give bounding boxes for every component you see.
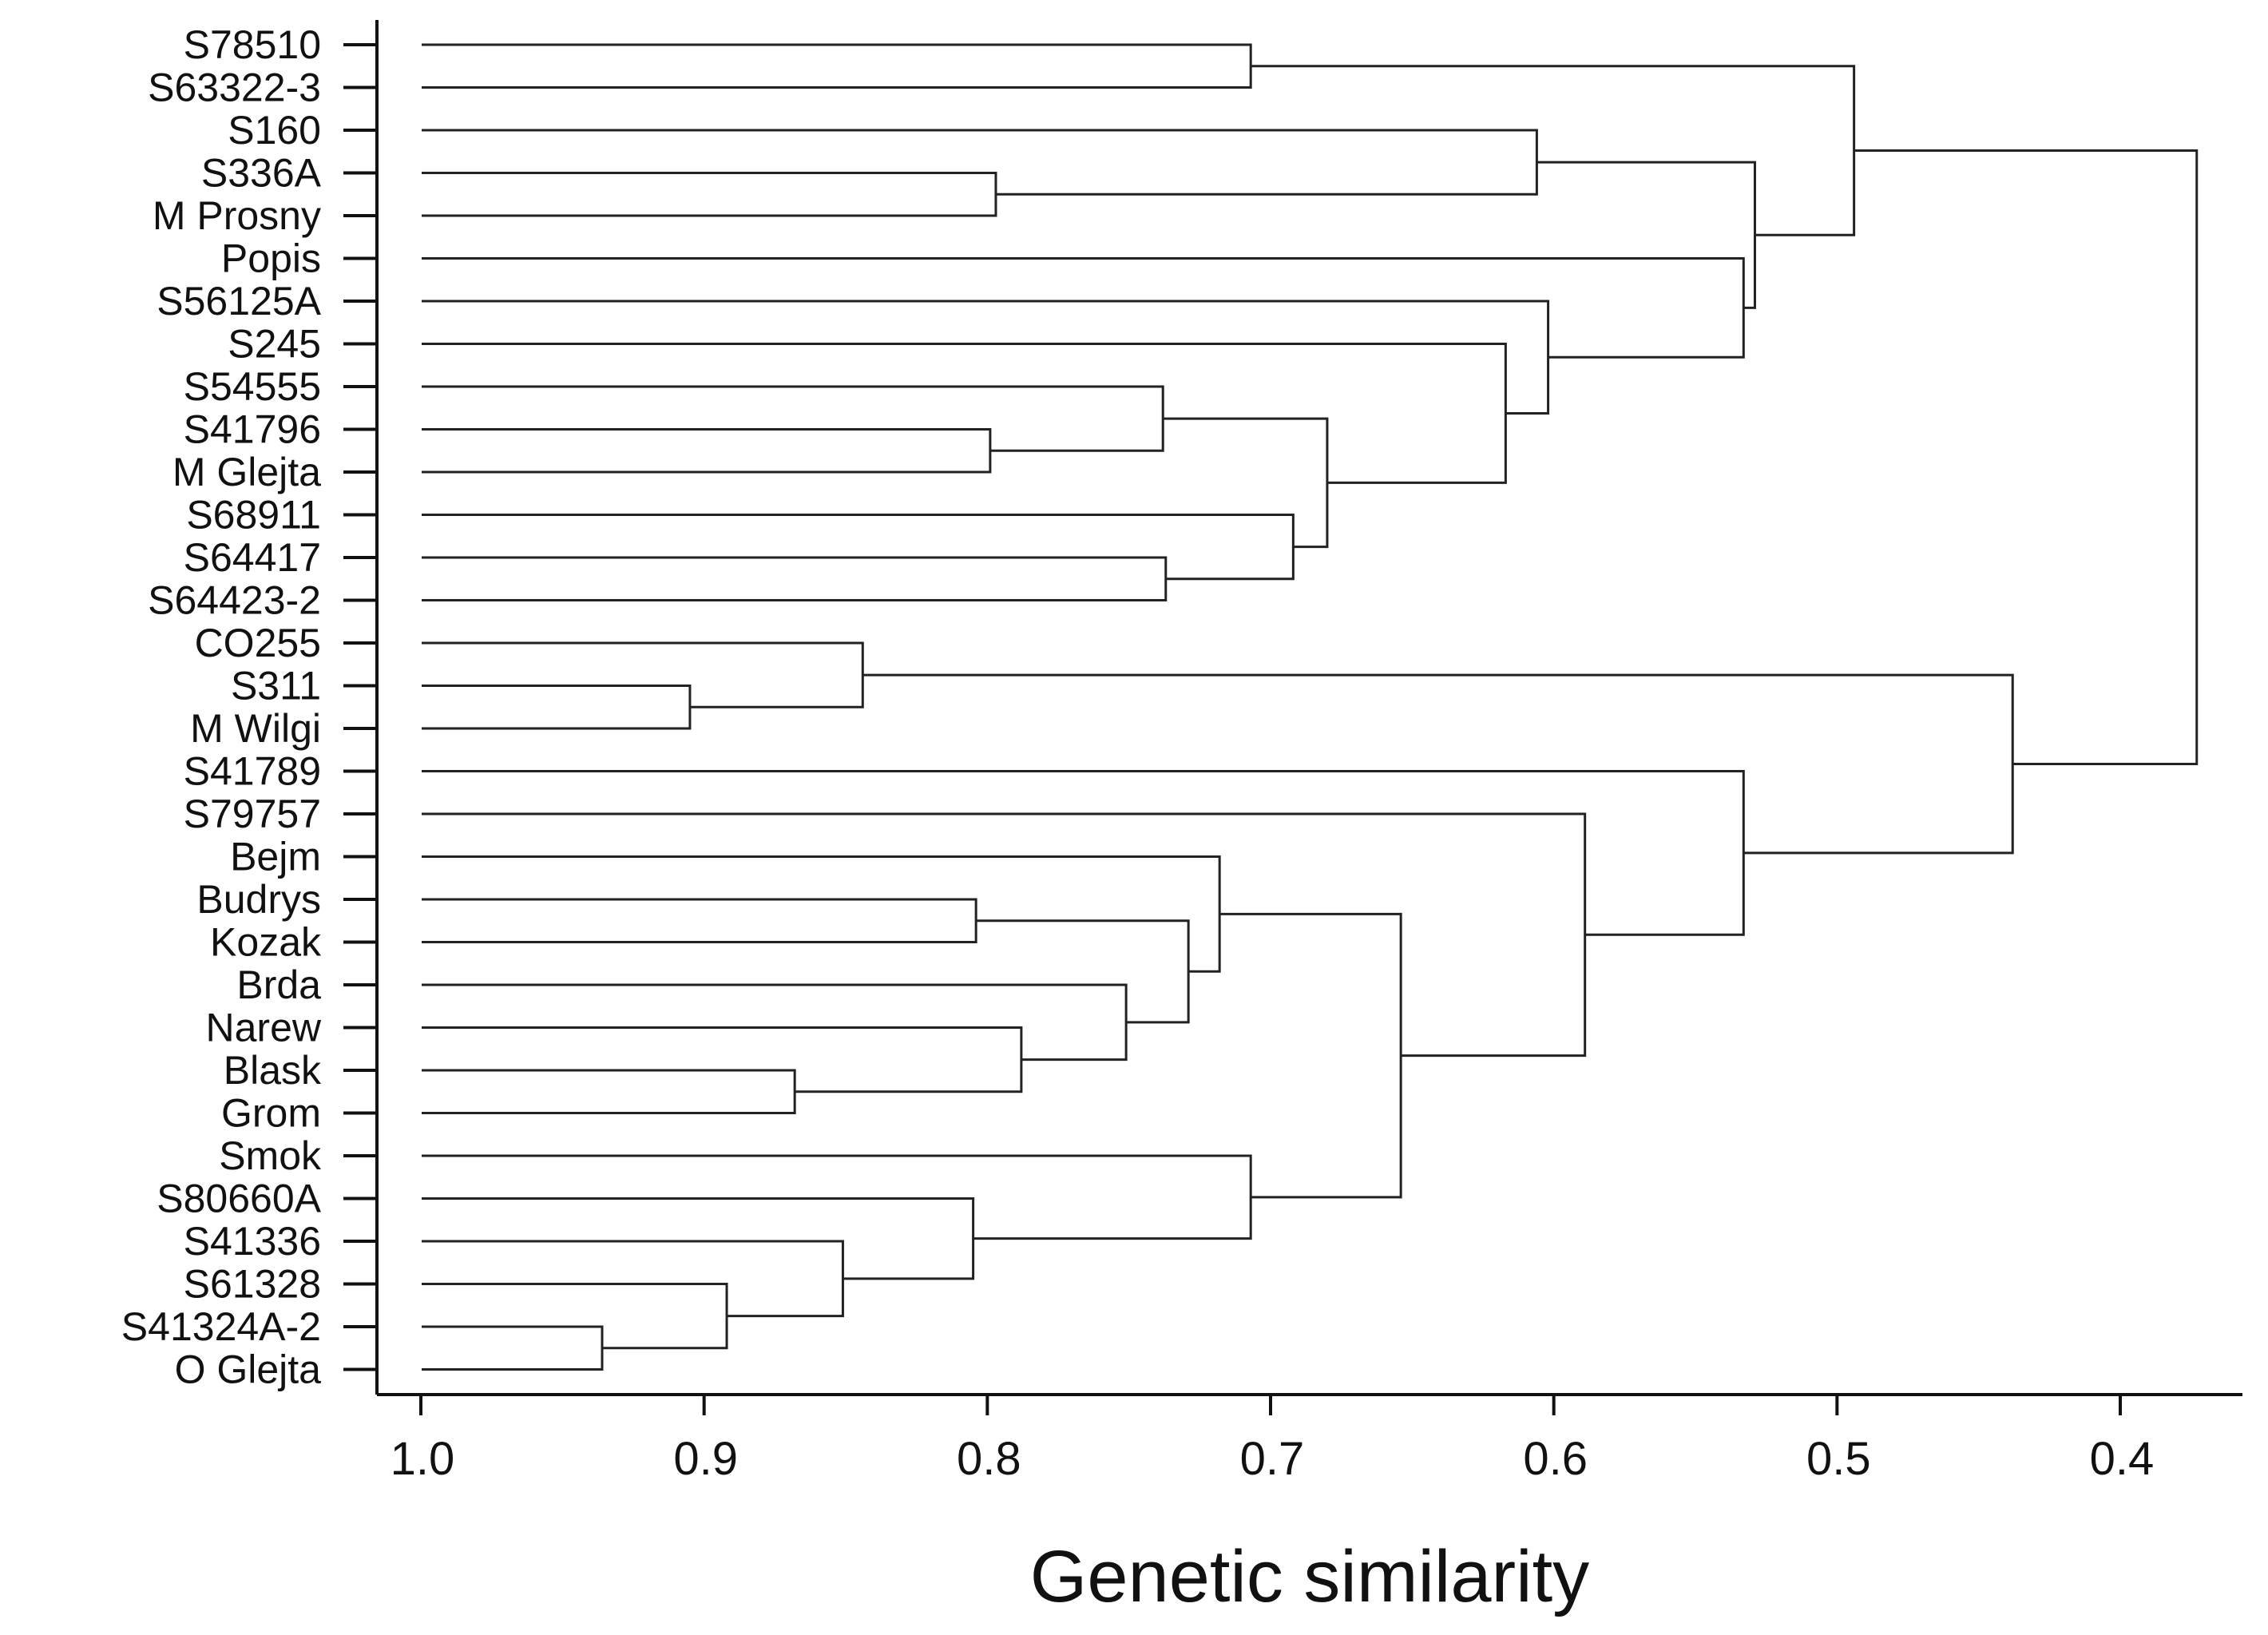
dendrogram-branch-n5 [422, 385, 1164, 452]
leaf-label: S78510 [184, 22, 321, 67]
dendrogram-branch-n22 [422, 1325, 604, 1371]
leaf-label: Smok [219, 1133, 322, 1178]
leaf-label: Bejm [230, 835, 321, 879]
x-tick-label: 0.9 [673, 1433, 738, 1485]
dendrogram-branch-n26 [422, 1154, 1252, 1240]
leaf-label: Kozak [210, 920, 322, 965]
leaf-label: Blask [224, 1048, 322, 1093]
dendrogram-tree [422, 43, 2199, 1371]
dendrogram-branch-n23 [422, 1283, 728, 1350]
dendrogram-branch-n15 [422, 641, 864, 708]
leaf-label: S64417 [184, 535, 321, 580]
leaf-label: S245 [228, 322, 321, 367]
leaf-label: S160 [228, 108, 321, 153]
leaf-label: S61328 [184, 1262, 321, 1307]
dendrogram-branch-n20 [976, 919, 1190, 1024]
leaf-label: Popis [221, 236, 321, 281]
dendrogram-branch-n6 [422, 556, 1168, 601]
leaf-label: S79757 [184, 792, 321, 836]
dendrogram-branch-n10 [422, 300, 1550, 415]
leaf-label: S311 [231, 664, 321, 708]
dendrogram-branch-n9 [422, 343, 1507, 484]
leaf-label: Brda [236, 962, 321, 1007]
dendrogram-branch-n11 [422, 257, 1745, 359]
dendrogram-branch-n28 [422, 812, 1587, 1058]
leaf-label: S56125A [157, 279, 321, 323]
dendrogram-branch-n13 [1251, 65, 1856, 236]
leaf-label: M Glejta [172, 450, 321, 494]
leaf-label: M Wilgi [190, 706, 321, 751]
dendrogram-branch-n25 [422, 1197, 975, 1280]
dendrogram-branch-n7 [422, 514, 1295, 581]
x-axis-ticks: 1.0 0.9 0.8 0.7 0.6 0.5 0.4 [391, 1395, 2155, 1485]
leaf-label: Narew [206, 1006, 322, 1050]
dendrogram-branch-n12 [1536, 161, 1756, 309]
leaf-label: O Glejta [175, 1347, 322, 1392]
leaf-label: S41789 [184, 749, 321, 794]
x-tick-label: 1.0 [391, 1433, 455, 1485]
x-tick-label: 0.6 [1523, 1433, 1588, 1485]
leaf-label: S54555 [184, 364, 321, 409]
leaf-label: S80660A [157, 1177, 321, 1221]
dendrogram-branch-n1 [422, 43, 1252, 89]
x-tick-label: 0.5 [1806, 1433, 1871, 1485]
dendrogram-branch-n14 [422, 685, 692, 730]
leaf-label: S41336 [184, 1219, 321, 1264]
leaf-label: M Prosny [153, 193, 321, 238]
x-axis-title: Genetic similarity [1030, 1536, 1589, 1617]
leaf-label: S63322-3 [148, 65, 321, 110]
dendrogram-branch-n18 [422, 1026, 1023, 1093]
dendrogram-branch-n29 [422, 770, 1745, 936]
leaf-label: S41796 [184, 407, 321, 452]
x-tick-label: 0.7 [1240, 1433, 1305, 1485]
dendrogram-branch-n17 [422, 1069, 796, 1114]
dendrogram-branch-n24 [422, 1240, 844, 1318]
dendrogram-branch-n31 [1854, 149, 2199, 766]
leaf-label: S41324A-2 [121, 1304, 321, 1349]
dendrogram-branch-n4 [422, 428, 992, 474]
leaf-label: S336A [201, 151, 322, 196]
leaf-label: S64423-2 [148, 578, 321, 623]
x-tick-label: 0.8 [957, 1433, 1021, 1485]
leaf-ticks [343, 43, 377, 1371]
dendrogram-branch-n30 [862, 673, 2014, 855]
leaf-label: Budrys [196, 877, 321, 922]
dendrogram-branch-n2 [422, 172, 997, 217]
leaf-label: Grom [221, 1091, 321, 1136]
leaf-label: S68911 [186, 493, 321, 538]
x-tick-label: 0.4 [2090, 1433, 2155, 1485]
dendrogram-branch-n3 [422, 129, 1538, 196]
leaf-label: CO255 [195, 621, 321, 665]
dendrogram-branch-n21 [422, 855, 1221, 973]
dendrogram-branch-n8 [1163, 417, 1329, 549]
dendrogram-branch-n16 [422, 898, 977, 943]
